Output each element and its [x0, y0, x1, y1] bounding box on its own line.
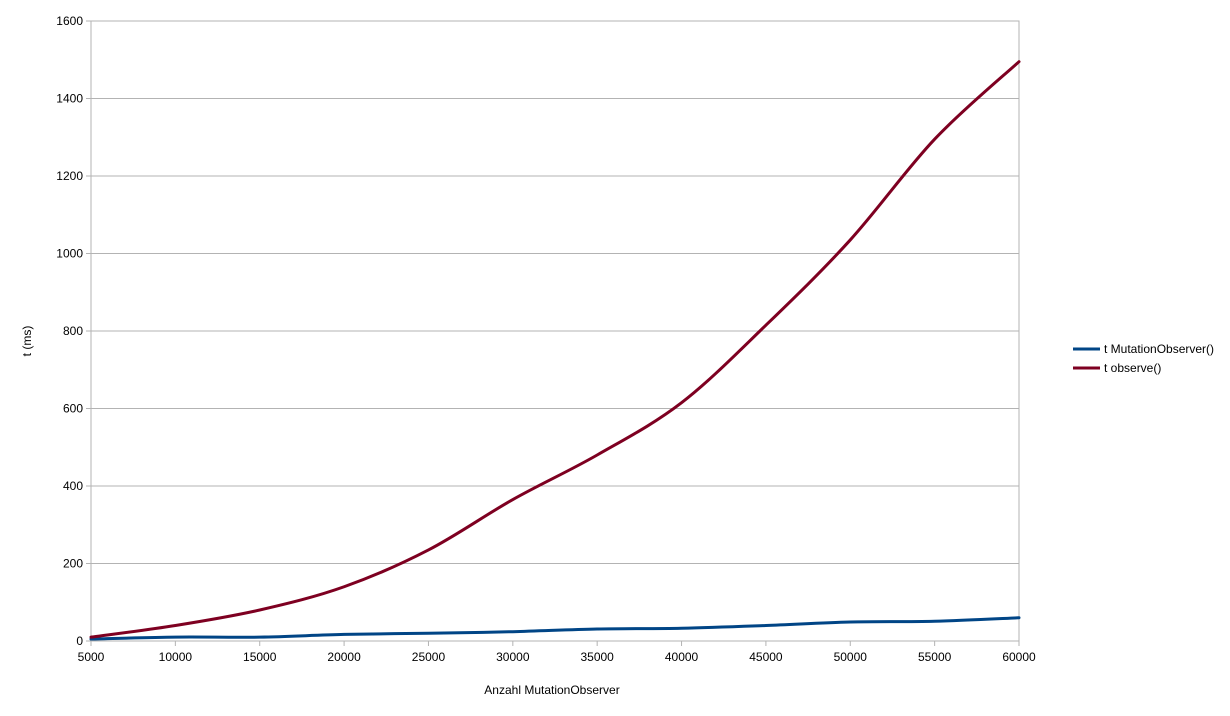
- series-line-1: [89, 616, 1021, 641]
- x-axis-title: Anzahl MutationObserver: [484, 683, 619, 697]
- x-axis-tick-labels: 5000 10000 15000 20000 25000 30000 35000 40000 4…: [78, 641, 1036, 664]
- x-tick-label: 60000: [1002, 650, 1036, 664]
- x-tick-label: 50000: [834, 650, 868, 664]
- y-tick-label: 400: [63, 479, 83, 493]
- x-tick-label: 25000: [412, 650, 446, 664]
- x-tick-label: 15000: [243, 650, 277, 664]
- y-tick-label: 600: [63, 402, 83, 416]
- y-axis-tick-labels: 0 200 400 600 800 1000 1200 1400 1600: [56, 14, 91, 648]
- x-tick-label: 5000: [78, 650, 105, 664]
- legend-label-2: t observe(): [1104, 361, 1161, 375]
- x-tick-label: 40000: [665, 650, 699, 664]
- legend: t MutationObserver() t observe(): [1073, 342, 1214, 375]
- x-tick-label: 55000: [918, 650, 952, 664]
- series-lines: [89, 60, 1021, 641]
- y-tick-label: 1200: [56, 169, 83, 183]
- x-tick-label: 45000: [749, 650, 783, 664]
- x-tick-label: 30000: [496, 650, 530, 664]
- y-tick-label: 0: [76, 634, 83, 648]
- y-tick-label: 200: [63, 557, 83, 571]
- y-axis-title: t (ms): [20, 326, 34, 357]
- legend-label-1: t MutationObserver(): [1104, 342, 1214, 356]
- y-tick-label: 1600: [56, 14, 83, 28]
- x-tick-label: 35000: [580, 650, 614, 664]
- x-tick-label: 20000: [327, 650, 361, 664]
- y-tick-label: 800: [63, 324, 83, 338]
- y-tick-label: 1400: [56, 92, 83, 106]
- y-tick-label: 1000: [56, 247, 83, 261]
- x-tick-label: 10000: [159, 650, 193, 664]
- series-line-2: [89, 60, 1021, 639]
